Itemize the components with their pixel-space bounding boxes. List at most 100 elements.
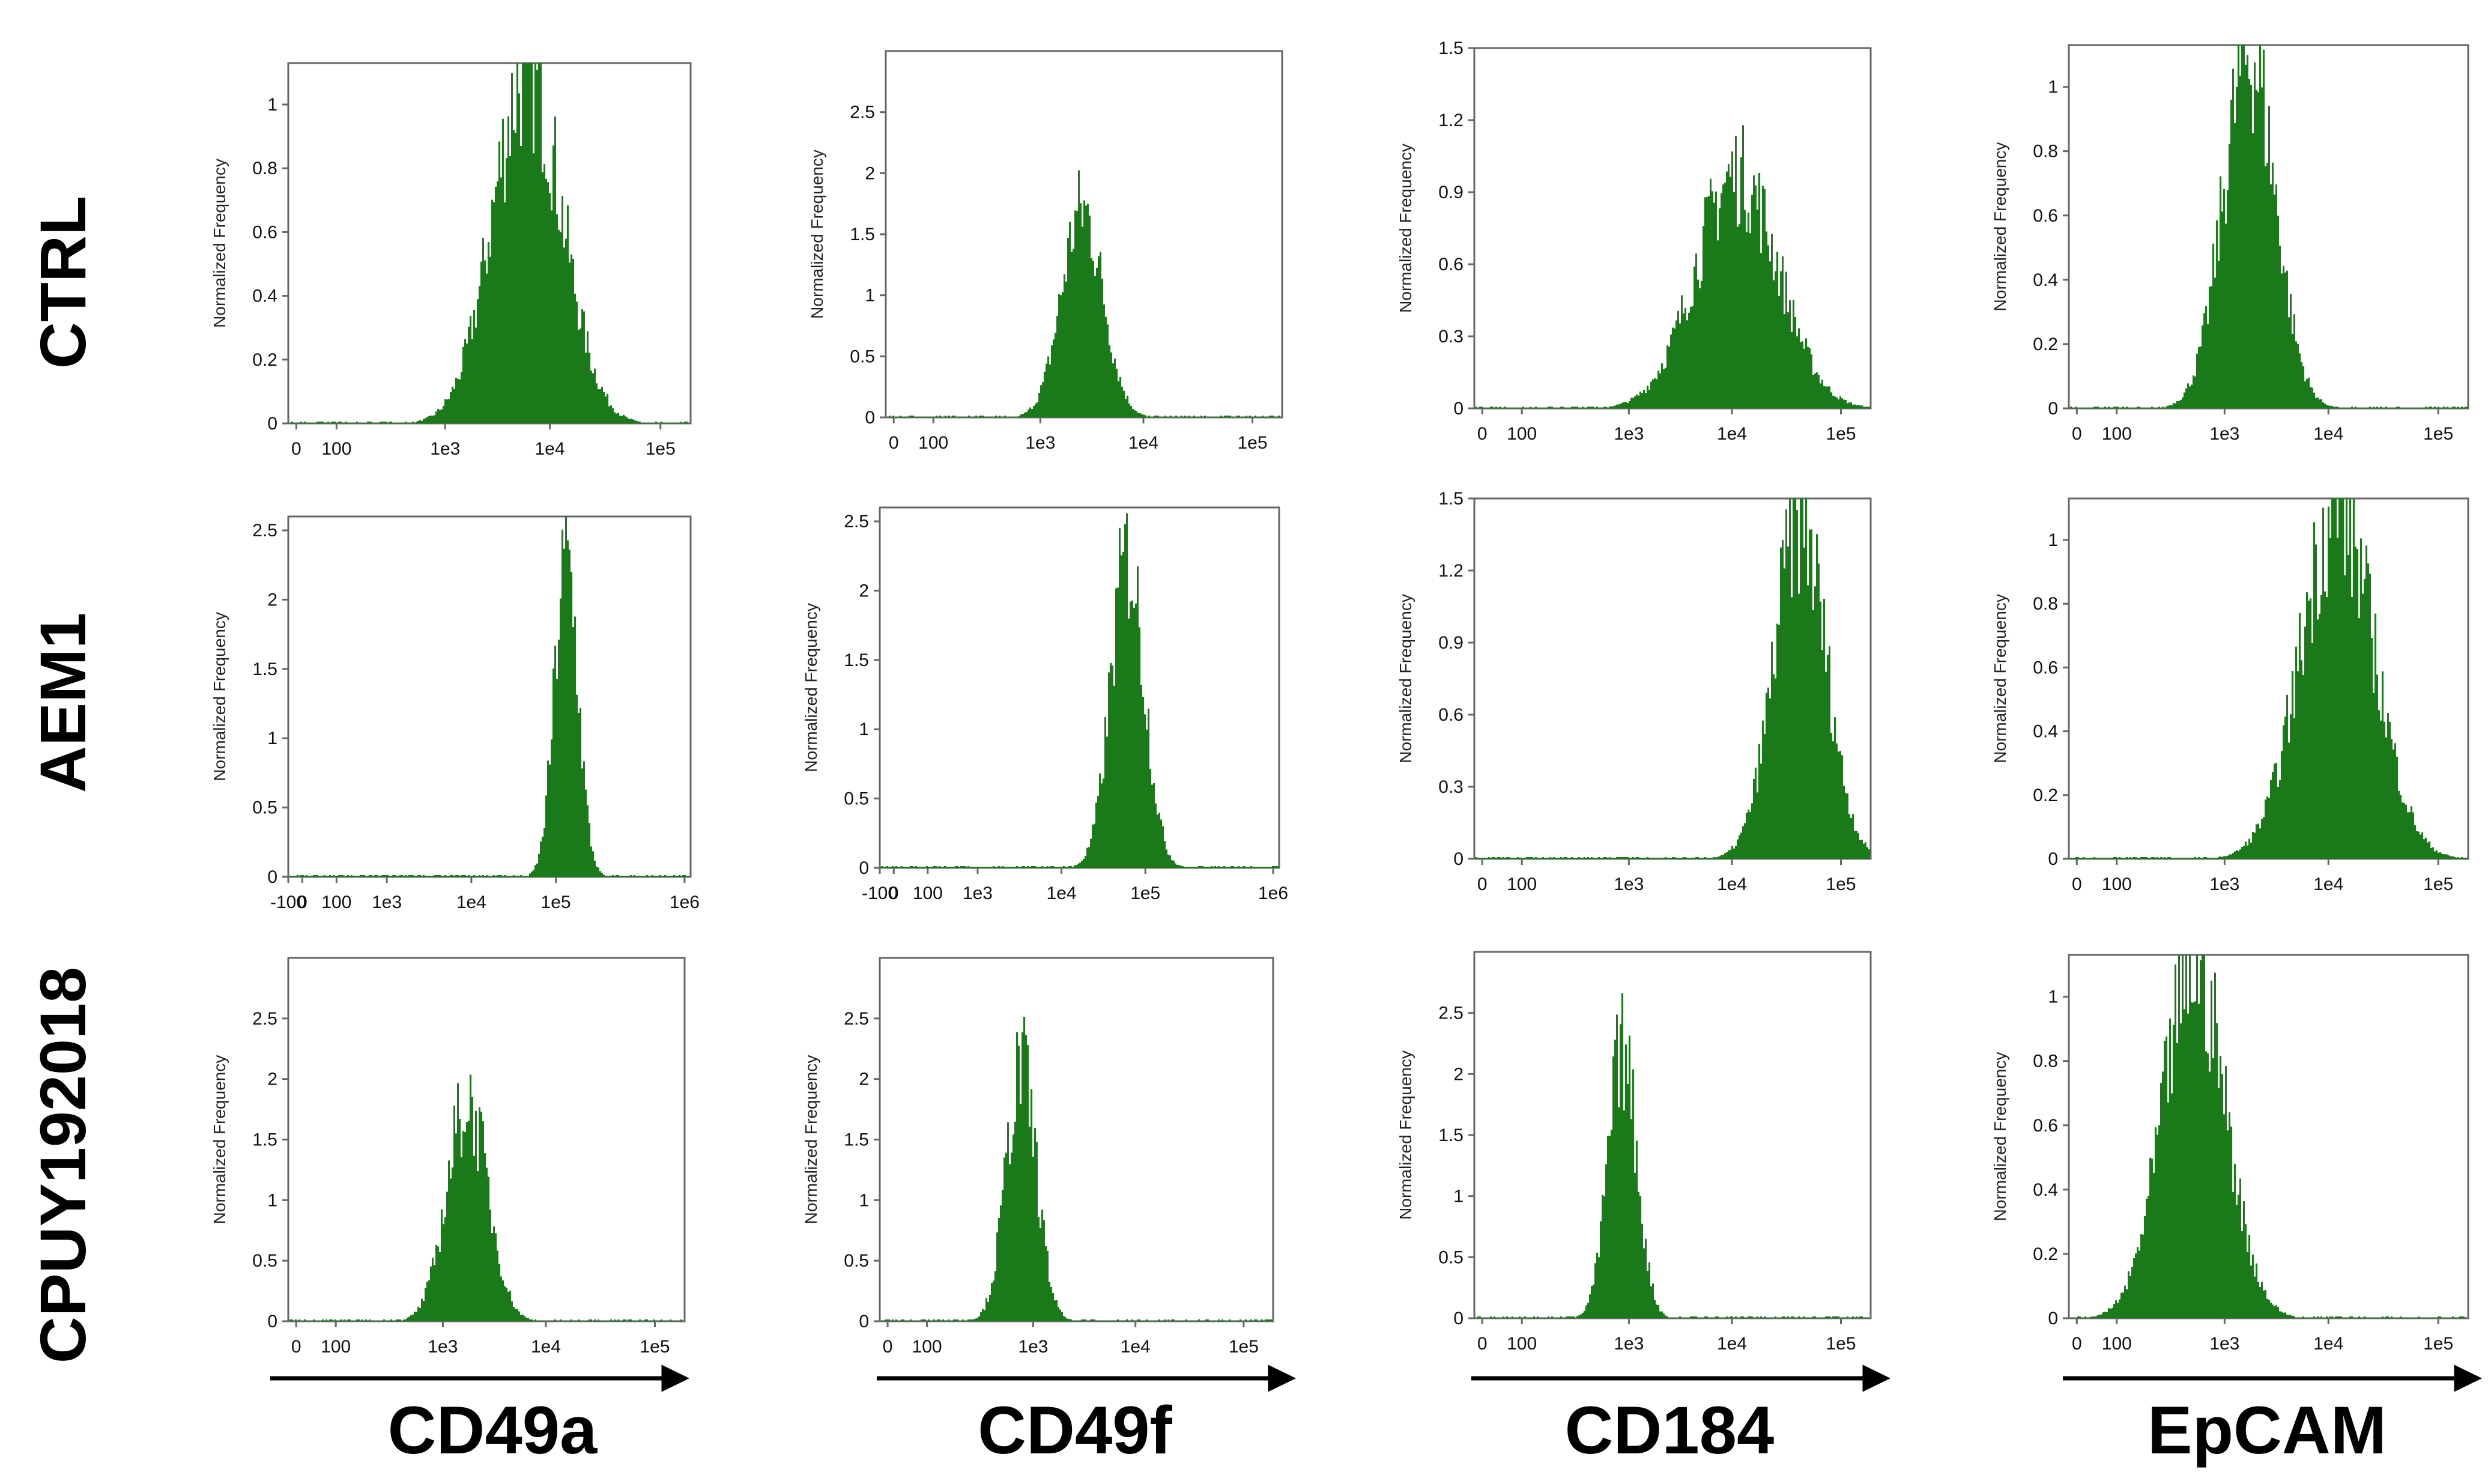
histogram-bin xyxy=(2088,858,2090,859)
histogram-bin xyxy=(2239,76,2241,408)
histogram-bin xyxy=(2180,1023,2182,1318)
histogram-bin xyxy=(542,837,543,877)
histogram-bin xyxy=(1560,857,1562,859)
histogram-bin xyxy=(1706,1316,1708,1318)
histogram-bin xyxy=(2104,1312,2106,1318)
histogram-bin xyxy=(1668,346,1670,408)
histogram-bin xyxy=(2090,1316,2092,1318)
histogram-bin xyxy=(1524,1316,1526,1318)
x-tick-label: 100 xyxy=(2102,424,2132,444)
histogram-bin xyxy=(452,386,453,423)
histogram-bin xyxy=(897,867,899,868)
histogram-bin xyxy=(574,616,576,877)
histogram-bin xyxy=(621,416,623,423)
histogram-bin xyxy=(2097,407,2099,408)
histogram-bin xyxy=(1094,823,1095,868)
histogram-bin xyxy=(1128,618,1130,868)
histogram-bin xyxy=(2095,1316,2097,1318)
histogram-bin xyxy=(1146,729,1148,868)
histogram-bin xyxy=(459,1119,461,1321)
histogram-bin xyxy=(1504,407,1506,408)
histogram-bin xyxy=(426,1282,428,1321)
histogram-bin xyxy=(590,846,592,877)
histogram-bin xyxy=(1663,1313,1665,1318)
histogram-bin xyxy=(1829,386,1830,408)
histogram-bin xyxy=(967,866,969,868)
histogram-bin xyxy=(522,1314,524,1321)
histogram-bin xyxy=(1603,1196,1605,1318)
x-tick-label: 1e5 xyxy=(1229,1337,1259,1357)
histogram-bin xyxy=(2180,858,2182,859)
histogram-bin xyxy=(1672,857,1674,859)
histogram-bin xyxy=(2288,317,2290,408)
histogram-bin xyxy=(1092,261,1094,417)
histogram-bin xyxy=(2131,858,2133,859)
histogram-bin xyxy=(1578,1315,1580,1318)
histogram-bin xyxy=(1654,1300,1656,1318)
histogram-bin xyxy=(928,867,930,868)
y-axis-label: Normalized Frequency xyxy=(1991,594,2009,763)
histogram-bin xyxy=(589,823,590,877)
histogram-bin xyxy=(367,876,369,877)
histogram-bin xyxy=(1548,407,1549,408)
histogram-bin xyxy=(1148,416,1150,417)
histogram-bin xyxy=(2138,1250,2140,1318)
histogram-bin xyxy=(623,876,625,877)
histogram-bin xyxy=(369,1319,371,1321)
histogram-bin xyxy=(1773,280,1775,408)
histogram-bin xyxy=(625,416,626,423)
histogram-bin xyxy=(610,1319,612,1321)
histogram-bin xyxy=(567,540,569,877)
histogram-bin xyxy=(2439,1316,2441,1318)
histogram-bin xyxy=(1272,866,1274,868)
histogram-bin xyxy=(2149,1157,2151,1318)
y-tick-label: 1.2 xyxy=(1438,561,1463,581)
histogram-bin xyxy=(554,116,556,423)
histogram-bin xyxy=(2457,407,2459,408)
histogram-bin xyxy=(1627,857,1629,859)
histogram-bin xyxy=(2292,333,2293,408)
y-tick-label: 0.5 xyxy=(1438,1247,1463,1267)
histogram-bin xyxy=(462,1131,464,1321)
histogram-bin xyxy=(1800,342,1802,408)
histogram-bin xyxy=(937,1319,939,1321)
histogram-bin xyxy=(1632,1069,1634,1318)
histogram-bin xyxy=(664,875,666,877)
x-tick-label: 1e3 xyxy=(1018,1337,1048,1357)
histogram-bin xyxy=(457,1083,459,1321)
histogram-bin xyxy=(529,1319,531,1321)
y-tick-label: 0.5 xyxy=(850,347,875,366)
histogram-bin xyxy=(1764,734,1766,859)
histogram-bin xyxy=(1512,1316,1513,1318)
histogram-bin xyxy=(300,875,302,877)
histogram-bin xyxy=(1125,399,1127,417)
histogram-bin xyxy=(358,876,360,877)
histogram-bin xyxy=(484,260,486,423)
y-tick-label: 0.5 xyxy=(844,789,869,809)
histogram-bin xyxy=(1135,603,1137,868)
histogram-bin xyxy=(331,422,333,423)
histogram-bin xyxy=(448,1160,450,1321)
histogram-bin xyxy=(892,1319,894,1321)
histogram-bin xyxy=(1766,692,1767,859)
histogram-bin xyxy=(446,1192,448,1321)
histogram-bin xyxy=(1809,529,1811,859)
histogram-bin xyxy=(1726,1316,1728,1318)
histogram-bin xyxy=(534,63,536,423)
histogram-bin xyxy=(1562,858,1564,859)
histogram-bin xyxy=(453,389,455,423)
histogram-bin xyxy=(493,1226,495,1321)
histogram-bin xyxy=(2223,189,2225,408)
histogram-bin xyxy=(2175,858,2176,859)
histogram-bin xyxy=(363,875,365,877)
histogram-bin xyxy=(1735,136,1737,408)
histogram-bin xyxy=(2306,378,2308,408)
histogram-bin xyxy=(1576,858,1578,859)
histogram-bin xyxy=(502,876,504,877)
histogram-bin xyxy=(453,1105,455,1321)
histogram-bin xyxy=(2301,660,2302,859)
histogram-bin xyxy=(2304,381,2306,408)
histogram-bin xyxy=(453,876,455,877)
histogram-bin xyxy=(1140,685,1142,868)
histogram-bin xyxy=(671,876,673,877)
